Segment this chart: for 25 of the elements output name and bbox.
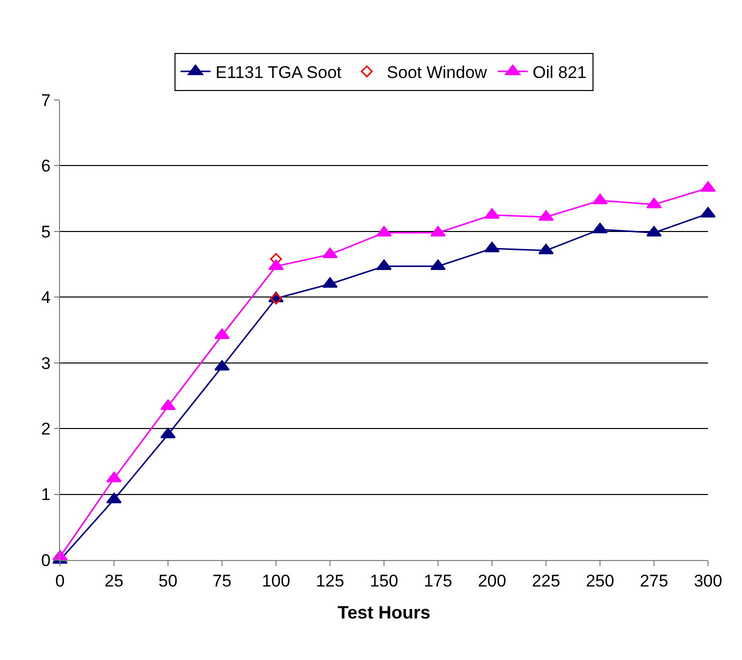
y-tick-label: 7 xyxy=(41,90,51,110)
x-tick-label: 275 xyxy=(640,571,668,590)
y-tick-label: 6 xyxy=(41,156,51,176)
legend-label: Soot Window xyxy=(386,62,488,82)
x-tick-label: 0 xyxy=(55,571,65,590)
y-tick-label: 5 xyxy=(41,222,51,242)
x-tick-label: 125 xyxy=(316,571,344,590)
y-tick-label: 1 xyxy=(41,485,51,504)
x-tick-label: 100 xyxy=(262,571,290,590)
y-tick-label: 2 xyxy=(41,420,51,439)
x-axis-title: Test Hours xyxy=(338,602,430,622)
y-tick-label: 3 xyxy=(41,354,51,373)
x-tick-label: 25 xyxy=(104,571,124,590)
x-tick-label: 75 xyxy=(212,571,232,590)
legend-label: Oil 821 xyxy=(532,62,587,82)
x-tick-label: 300 xyxy=(694,571,722,590)
x-tick-label: 150 xyxy=(370,571,398,590)
x-tick-label: 200 xyxy=(478,571,506,590)
y-tick-label: 0 xyxy=(41,550,51,570)
legend-label: E1131 TGA Soot xyxy=(216,62,342,82)
x-tick-label: 250 xyxy=(586,571,614,590)
x-tick-label: 50 xyxy=(158,571,178,590)
x-tick-label: 175 xyxy=(424,571,452,590)
x-tick-label: 225 xyxy=(532,571,560,590)
y-tick-label: 4 xyxy=(41,288,51,308)
